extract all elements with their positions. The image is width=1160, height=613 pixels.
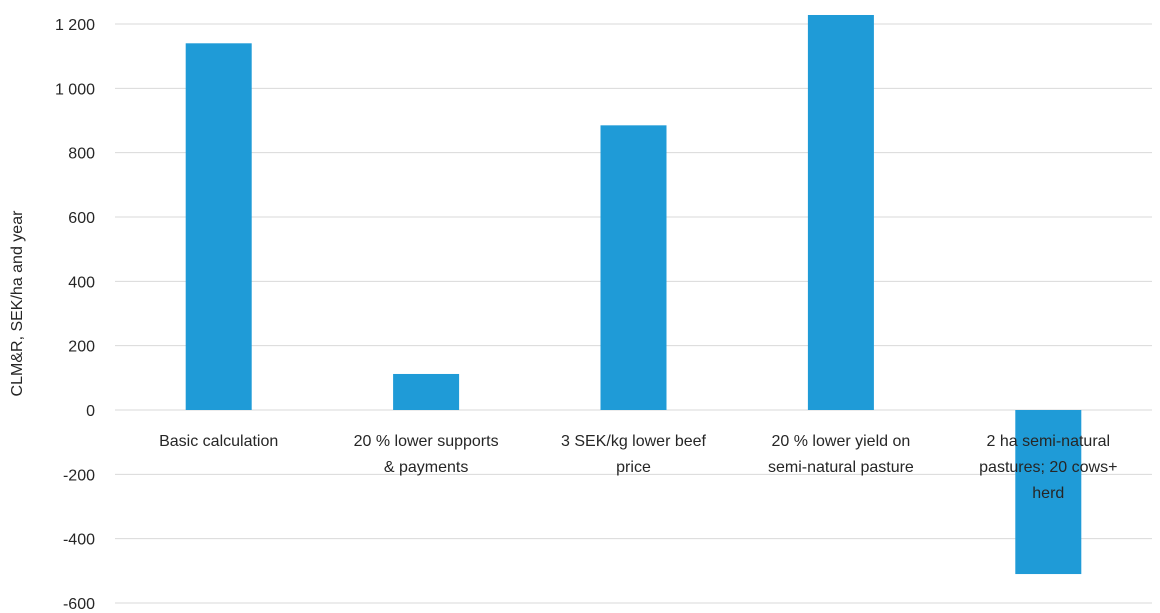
bar: [600, 125, 667, 410]
x-category-label: 2 ha semi-natural pastures; 20 cows+ herd: [979, 433, 1117, 502]
bar: [807, 14, 874, 410]
y-axis-ticks: -600 -400 -200 0 200 400 600 800 1 000 1 200: [55, 17, 95, 613]
y-tick-label: 600: [68, 210, 95, 227]
y-axis-title: CLM&R, SEK/ha and year: [9, 210, 26, 397]
x-category-label: 20 % lower yield on semi-natural pasture: [768, 433, 914, 476]
x-category-label: Basic calculation: [159, 433, 278, 450]
x-category-label-line: 20 % lower supports: [354, 433, 499, 450]
y-tick-label: 1 000: [55, 81, 95, 98]
y-tick-label: 200: [68, 339, 95, 356]
y-tick-label: -600: [63, 596, 95, 613]
bar: [393, 373, 460, 410]
x-category-label: 20 % lower supports & payments: [354, 433, 499, 476]
bars: [185, 14, 1082, 575]
y-tick-label: 0: [86, 403, 95, 420]
y-tick-label: -400: [63, 532, 95, 549]
x-category-label-line: 2 ha semi-natural: [986, 433, 1110, 450]
x-category-label: 3 SEK/kg lower beef price: [561, 433, 707, 476]
bar: [185, 43, 252, 411]
x-category-label-line: price: [616, 459, 651, 476]
x-category-label-line: pastures; 20 cows+: [979, 459, 1117, 476]
y-tick-label: -200: [63, 467, 95, 484]
y-tick-label: 400: [68, 274, 95, 291]
x-category-label-line: semi-natural pasture: [768, 459, 914, 476]
x-category-label-line: 3 SEK/kg lower beef: [561, 433, 707, 450]
y-tick-label: 800: [68, 146, 95, 163]
y-tick-label: 1 200: [55, 17, 95, 34]
x-category-label-line: & payments: [384, 459, 468, 476]
bar: [1015, 410, 1082, 575]
x-category-label-line: herd: [1032, 485, 1064, 502]
x-category-label-line: Basic calculation: [159, 433, 278, 450]
x-category-label-line: 20 % lower yield on: [772, 433, 911, 450]
x-axis-categories: Basic calculation 20 % lower supports & pa…: [159, 433, 1117, 502]
